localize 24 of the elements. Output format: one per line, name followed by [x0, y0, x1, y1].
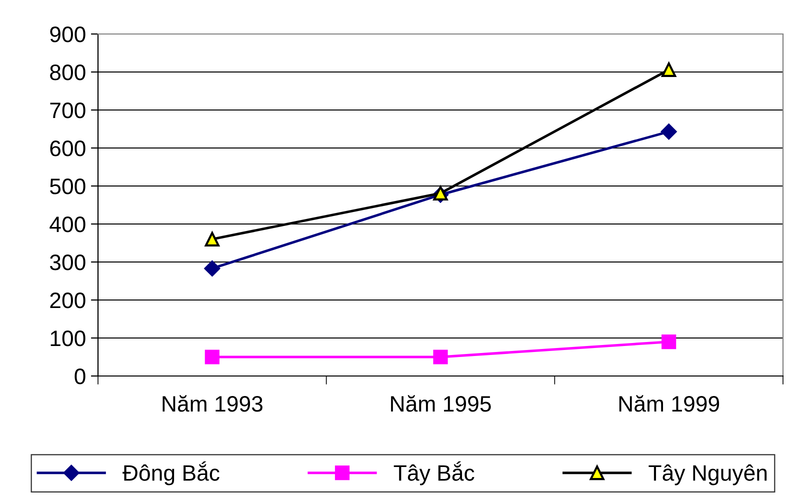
y-tick-label: 800: [50, 64, 86, 80]
point: [662, 334, 676, 350]
y-tick-label: 300: [50, 254, 86, 270]
x-tick-label: Năm 1993: [162, 395, 262, 412]
y-tick-label: 500: [50, 178, 86, 194]
point: [662, 62, 676, 78]
legend-label: Đông Bắc: [122, 461, 220, 486]
y-tick-label: 0: [74, 368, 86, 384]
point: [433, 350, 448, 364]
y-tick-label: 700: [50, 102, 86, 118]
y-tick-label: 400: [50, 216, 86, 232]
point: [204, 350, 220, 364]
point: [204, 232, 220, 246]
x-tick-label: Năm 1999: [619, 395, 720, 412]
x-tick-label: Năm 1995: [391, 395, 491, 412]
legend-label: Tây Nguyên: [648, 464, 767, 486]
y-tick-label: 200: [50, 292, 86, 308]
y-tick-label: 100: [50, 330, 86, 346]
y-tick-label: 900: [50, 26, 86, 42]
point: [660, 124, 677, 140]
y-tick-label: 600: [50, 140, 86, 156]
point: [204, 260, 220, 276]
legend-label: Tây Bắc: [394, 461, 474, 486]
point: [433, 186, 448, 201]
